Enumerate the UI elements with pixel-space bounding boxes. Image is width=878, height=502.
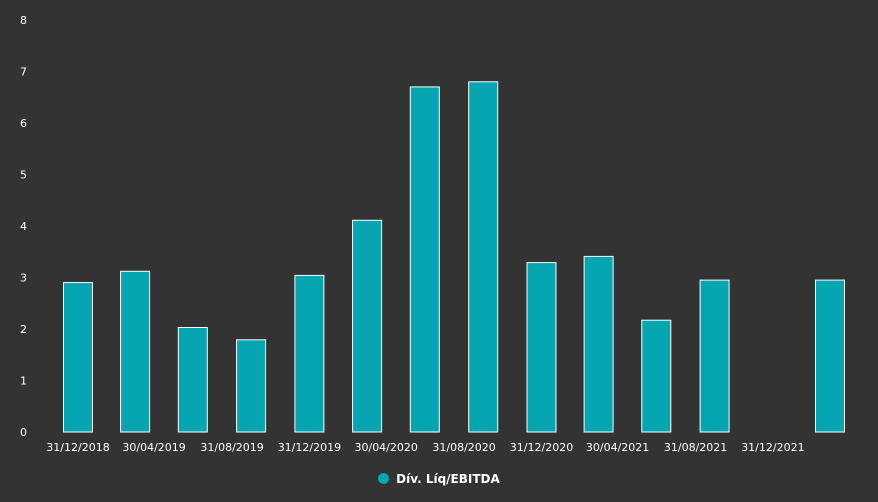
x-tick-label: 31/12/2020 — [510, 441, 573, 454]
y-tick-label: 7 — [20, 66, 27, 79]
x-tick-label: 31/12/2021 — [741, 441, 804, 454]
bar[interactable] — [641, 319, 672, 433]
bar-series — [63, 81, 845, 433]
y-tick-label: 1 — [20, 375, 27, 388]
x-tick-label: 30/04/2019 — [122, 441, 185, 454]
bar[interactable] — [120, 270, 151, 433]
y-tick-label: 2 — [20, 323, 27, 336]
bar[interactable] — [815, 279, 845, 433]
y-tick-label: 3 — [20, 272, 27, 285]
bar[interactable] — [468, 81, 499, 433]
x-tick-label: 31/08/2019 — [200, 441, 263, 454]
legend-label: Dív. Líq/EBITDA — [396, 472, 500, 486]
y-tick-label: 5 — [20, 169, 27, 182]
x-tick-label: 31/12/2019 — [278, 441, 341, 454]
legend-marker-icon — [378, 473, 390, 484]
x-tick-label: 31/08/2021 — [664, 441, 727, 454]
x-tick-label: 31/12/2018 — [46, 441, 109, 454]
bar[interactable] — [409, 86, 440, 433]
y-tick-label: 6 — [20, 117, 27, 130]
y-tick-label: 0 — [20, 426, 27, 439]
bar[interactable] — [63, 282, 93, 433]
bar[interactable] — [526, 262, 557, 433]
y-axis: 0 1 2 3 4 5 6 7 8 — [20, 14, 27, 439]
y-tick-label: 8 — [20, 14, 27, 27]
bar[interactable] — [294, 274, 325, 433]
x-axis: 31/12/2018 30/04/2019 31/08/2019 31/12/2019… — [46, 441, 804, 454]
bar[interactable] — [352, 219, 383, 433]
bar[interactable] — [583, 255, 614, 433]
x-tick-label: 30/04/2020 — [354, 441, 417, 454]
x-tick-label: 30/04/2021 — [586, 441, 649, 454]
x-tick-label: 31/08/2020 — [432, 441, 495, 454]
bar[interactable] — [699, 279, 730, 433]
bar[interactable] — [236, 339, 267, 433]
bar[interactable] — [177, 327, 208, 433]
legend[interactable]: Dív. Líq/EBITDA — [0, 472, 878, 486]
y-tick-label: 4 — [20, 220, 27, 233]
